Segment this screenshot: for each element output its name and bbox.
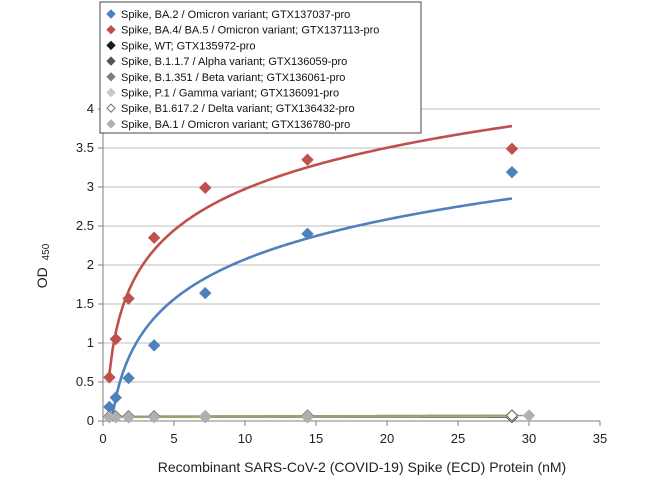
y-tick-label: 2 [87, 257, 94, 272]
gridlines [103, 108, 600, 383]
legend-label: Spike, WT; GTX135972-pro [121, 40, 256, 52]
data-point [505, 409, 519, 422]
data-point [505, 165, 519, 179]
y-tick-label: 4 [87, 101, 94, 116]
x-tick-label: 15 [309, 431, 323, 446]
legend-marker [106, 87, 116, 98]
data-points [103, 142, 536, 424]
data-point [109, 332, 122, 346]
y-axis-title: OD 450 [34, 243, 52, 288]
data-point [122, 292, 135, 305]
data-point [199, 181, 212, 194]
data-point [147, 231, 161, 244]
data-point [301, 227, 314, 241]
legend-marker [106, 56, 116, 66]
y-axis-title-main: OD [34, 267, 50, 288]
data-point [301, 410, 314, 423]
fit-curve [108, 197, 513, 422]
y-axis-title-subscript: 450 [41, 243, 52, 260]
y-tick-label: 0.5 [76, 374, 94, 389]
legend-marker [106, 40, 116, 51]
legend-label: Spike, BA.2 / Omicron variant; GTX137037… [121, 9, 350, 21]
data-point [109, 410, 122, 424]
legend: Spike, BA.2 / Omicron variant; GTX137037… [99, 1, 422, 134]
legend-label: Spike, BA.1 / Omicron variant; GTX136780… [121, 119, 350, 131]
legend-marker [106, 119, 116, 129]
legend-label: Spike, P.1 / Gamma variant; GTX136091-pr… [121, 88, 339, 100]
x-tick-label: 20 [380, 431, 394, 446]
y-tick-labels: 0 0.5 1 1.5 2 2.5 3 3.5 4 [76, 101, 94, 428]
x-tick-label: 5 [170, 431, 177, 446]
x-tick-label: 30 [522, 431, 536, 446]
legend-label: Spike, B.1.1.7 / Alpha variant; GTX13605… [121, 56, 347, 68]
data-point [103, 371, 116, 384]
x-tick-label: 0 [99, 431, 106, 446]
fit-curve [109, 414, 530, 418]
legend-marker [106, 9, 116, 19]
y-tick-label: 3.5 [76, 140, 94, 155]
x-tick-label: 10 [238, 431, 252, 446]
axes [98, 108, 601, 426]
legend-box [99, 1, 422, 134]
y-tick-label: 0 [87, 413, 94, 428]
legend-marker [106, 103, 116, 113]
data-point [109, 391, 122, 404]
data-point [199, 286, 212, 300]
data-point [199, 410, 212, 423]
legend-marker [106, 72, 116, 82]
y-tick-label: 3 [87, 179, 94, 194]
legend-marker [106, 24, 116, 35]
fit-curve [108, 124, 513, 374]
x-tick-label: 35 [593, 431, 607, 446]
data-point [505, 142, 519, 155]
data-point [301, 153, 314, 166]
data-point [147, 339, 161, 352]
data-point [522, 409, 536, 422]
legend-label: Spike, BA.4/ BA.5 / Omicron variant; GTX… [121, 25, 379, 37]
x-axis-title: Recombinant SARS-CoV-2 (COVID-19) Spike … [158, 459, 566, 475]
y-tick-label: 1.5 [76, 296, 94, 311]
x-tick-labels: 0 5 10 15 20 25 30 35 [99, 431, 607, 446]
data-point [147, 410, 161, 424]
legend-label: Spike, B.1.351 / Beta variant; GTX136061… [121, 72, 345, 84]
y-tick-label: 2.5 [76, 218, 94, 233]
legend-label: Spike, B1.617.2 / Delta variant; GTX1364… [121, 103, 355, 115]
fit-curves [108, 124, 530, 422]
data-point [122, 371, 135, 385]
data-point [122, 410, 135, 424]
y-tick-label: 1 [87, 335, 94, 350]
x-tick-label: 25 [451, 431, 465, 446]
